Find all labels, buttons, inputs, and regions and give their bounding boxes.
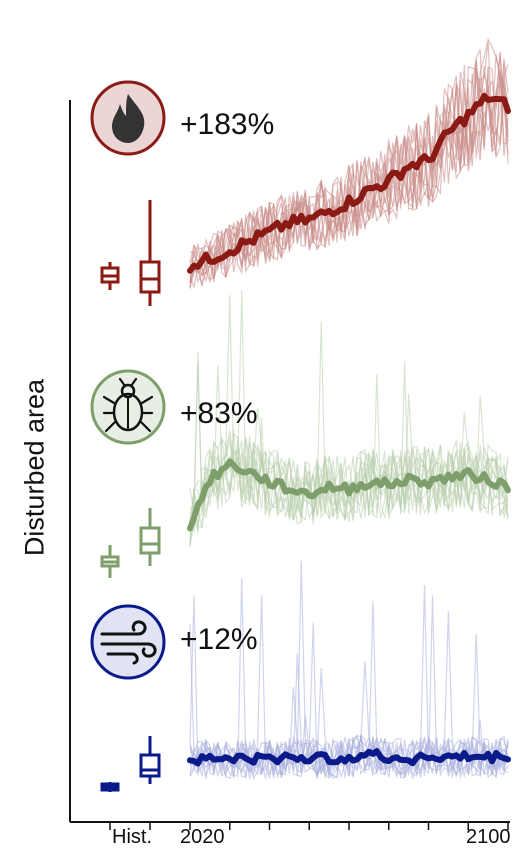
- beetle-leg: [139, 420, 152, 433]
- ensemble-run-line: [189, 437, 509, 547]
- x-tick-label-start: 2020: [180, 826, 225, 848]
- beetle-leg: [102, 395, 116, 405]
- mean-series-line: [187, 92, 511, 274]
- change-label-wind: +12%: [180, 623, 258, 656]
- boxplot-box-future: [139, 753, 161, 778]
- beetle-icon: [90, 369, 166, 445]
- ensemble-run-line: [189, 578, 509, 780]
- fire-icon: [90, 80, 166, 156]
- ensemble-run-line: [189, 352, 509, 542]
- ensemble-run-line: [189, 734, 509, 779]
- beetle-leg: [129, 377, 138, 388]
- beetle-leg: [104, 420, 117, 433]
- wind-icon: [90, 604, 166, 680]
- panel-wind: [90, 560, 511, 792]
- change-label-fire: +183%: [180, 108, 275, 141]
- ensemble-run-line: [189, 70, 509, 278]
- beetle-leg: [118, 377, 127, 388]
- boxplot-box-future: [139, 526, 161, 555]
- panel-fire: [90, 37, 511, 306]
- boxplot-box-future: [139, 260, 161, 294]
- mean-series-line: [187, 748, 511, 767]
- beetle-leg: [140, 395, 154, 405]
- wind-stroke: [100, 642, 157, 658]
- x-tick-label-hist: Hist.: [112, 826, 152, 848]
- ensemble-run-line: [189, 595, 509, 779]
- y-axis-label: Disturbed area: [19, 378, 50, 557]
- x-tick-label-end: 2100: [466, 826, 511, 848]
- wind-stroke: [106, 652, 139, 665]
- panel-bark-beetle: [90, 290, 511, 578]
- mean-series-line: [187, 458, 511, 532]
- ensemble-run-line: [189, 62, 509, 283]
- icon-circle: [90, 604, 166, 680]
- change-label-bark-beetle: +83%: [180, 397, 258, 430]
- wind-stroke: [100, 620, 147, 636]
- flame-shape: [112, 94, 145, 143]
